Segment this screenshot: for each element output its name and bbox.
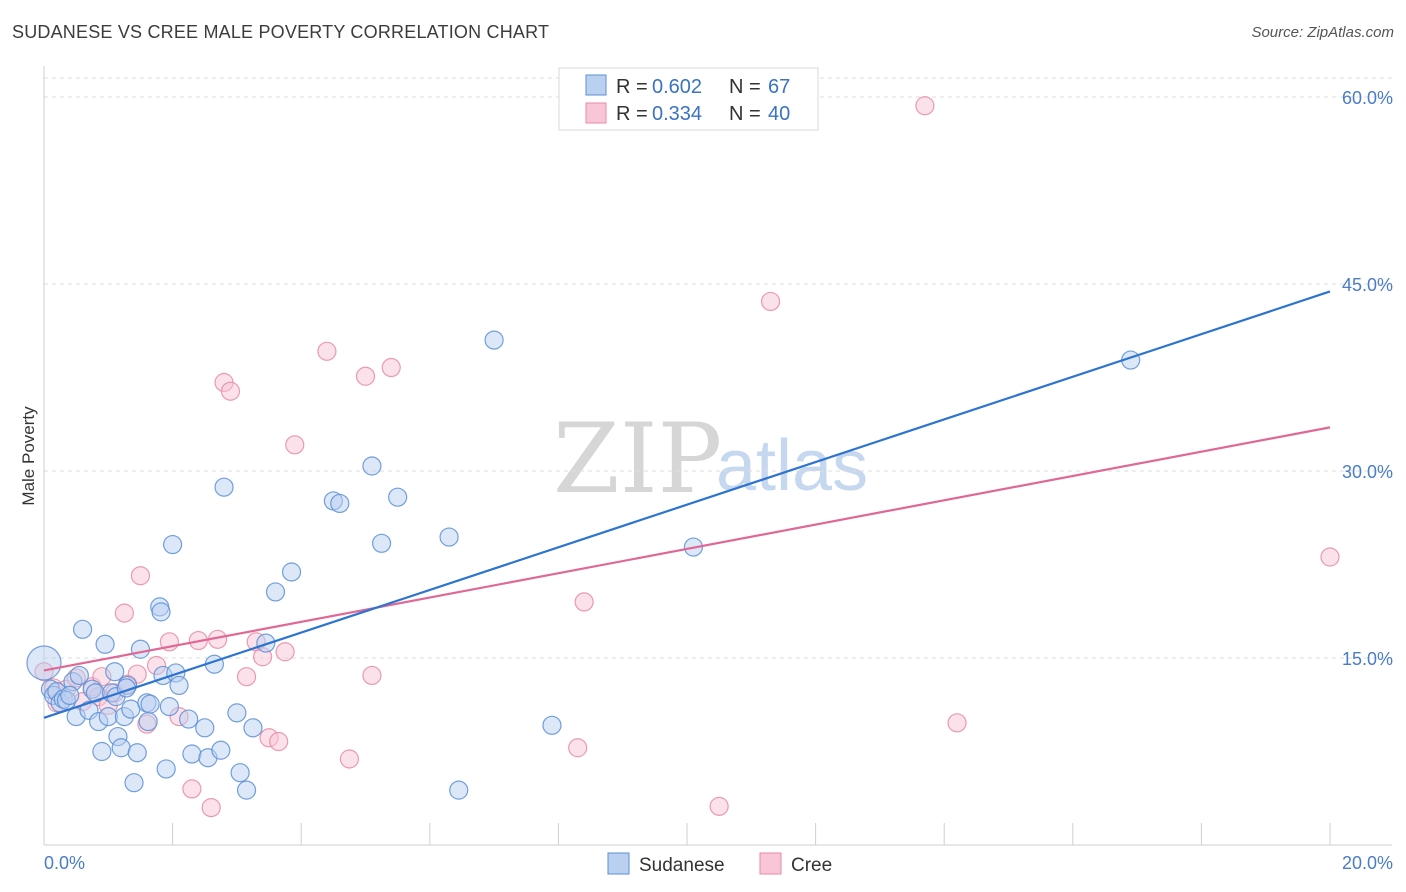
sudanese-point <box>156 759 176 779</box>
cree-point <box>130 566 151 586</box>
sudanese-points <box>26 330 1141 800</box>
sudanese-point <box>211 740 231 760</box>
sudanese-point <box>124 773 144 793</box>
series-legend: Sudanese Cree <box>607 852 832 876</box>
cree-point <box>114 603 134 623</box>
legend-r-label-sudanese: R = <box>616 76 648 98</box>
sudanese-point <box>195 718 215 738</box>
legend-n-value-sudanese: 67 <box>768 76 790 98</box>
sudanese-point <box>388 487 408 507</box>
sudanese-point <box>230 763 250 783</box>
cree-point <box>381 357 401 378</box>
y-tick-label: 15.0% <box>1342 649 1393 669</box>
sudanese-point <box>236 780 257 800</box>
sudanese-point <box>265 582 286 602</box>
y-tick-label: 45.0% <box>1342 275 1393 295</box>
cree-trend-line <box>43 426 1331 672</box>
x-tick-labels: 0.0% 20.0% <box>44 853 1393 873</box>
series-legend-label-cree: Cree <box>791 855 832 876</box>
cree-point <box>339 749 360 769</box>
legend-swatch-cree <box>585 102 607 124</box>
y-tick-label: 30.0% <box>1342 462 1393 482</box>
sudanese-trend-line <box>43 290 1331 719</box>
cree-point <box>947 713 967 733</box>
cree-point <box>275 642 295 662</box>
sudanese-point <box>169 675 189 696</box>
legend-n-value-cree: 40 <box>768 103 790 125</box>
legend-r-label-cree: R = <box>616 103 648 125</box>
sudanese-point <box>95 634 115 654</box>
series-legend-label-sudanese: Sudanese <box>639 855 725 876</box>
sudanese-point <box>98 706 118 727</box>
sudanese-point <box>214 477 234 497</box>
x-tick-label: 0.0% <box>44 853 85 873</box>
sudanese-point <box>182 744 202 764</box>
cree-point <box>574 592 594 612</box>
sudanese-point <box>26 645 62 681</box>
cree-point <box>760 291 781 312</box>
sudanese-point <box>130 639 151 659</box>
cree-point <box>915 96 935 116</box>
trend-lines <box>43 290 1331 719</box>
sudanese-point <box>151 602 171 622</box>
sudanese-point <box>127 743 147 763</box>
cree-point <box>182 779 202 799</box>
cree-point <box>285 435 305 455</box>
cree-point <box>568 738 588 758</box>
cree-point <box>220 381 241 401</box>
legend-r-value-sudanese: 0.602 <box>652 76 702 98</box>
y-axis-label: Male Poverty <box>19 406 38 506</box>
sudanese-point <box>163 534 183 555</box>
legend-n-label-cree: N = <box>729 103 761 125</box>
axes <box>43 66 1392 846</box>
source-credit: Source: ZipAtlas.com <box>1251 24 1394 41</box>
cree-point <box>1320 547 1340 567</box>
series-legend-swatch-cree <box>759 852 782 875</box>
sudanese-point <box>256 633 276 653</box>
chart-title: SUDANESE VS CREE MALE POVERTY CORRELATIO… <box>12 22 550 42</box>
legend-swatch-sudanese <box>585 74 607 96</box>
series-legend-swatch-sudanese <box>607 852 630 875</box>
sudanese-point <box>179 709 199 729</box>
sudanese-point <box>542 715 562 735</box>
sudanese-point <box>330 493 350 514</box>
sudanese-point <box>439 527 459 547</box>
cree-point <box>362 665 382 686</box>
cree-point <box>317 341 337 361</box>
watermark-atlas: atlas <box>716 426 868 506</box>
cree-point <box>355 366 376 386</box>
watermark: ZIP atlas <box>553 403 868 515</box>
y-tick-labels: 15.0% 30.0% 45.0% 60.0% <box>1342 88 1393 669</box>
sudanese-point <box>69 665 89 686</box>
sudanese-point <box>159 697 179 717</box>
sudanese-point <box>105 662 125 682</box>
sudanese-point <box>227 703 247 723</box>
sudanese-point <box>449 780 469 800</box>
sudanese-point <box>484 330 504 350</box>
sudanese-point <box>121 699 141 719</box>
legend-n-label-sudanese: N = <box>729 76 761 98</box>
sudanese-point <box>371 533 392 553</box>
cree-point <box>709 796 729 816</box>
cree-point <box>269 731 289 752</box>
legend-r-value-cree: 0.334 <box>652 103 702 125</box>
sudanese-point <box>140 694 160 714</box>
y-tick-label: 60.0% <box>1342 88 1393 108</box>
stats-legend: R = 0.602 N = 67 R = 0.334 N = 40 <box>558 67 819 131</box>
sudanese-point <box>72 619 93 639</box>
sudanese-point <box>60 685 80 706</box>
sudanese-point <box>243 718 263 738</box>
sudanese-point <box>92 741 112 762</box>
x-tick-label: 20.0% <box>1342 853 1393 873</box>
sudanese-point <box>362 456 382 476</box>
sudanese-point <box>281 562 302 582</box>
sudanese-point <box>111 738 131 758</box>
cree-point <box>236 667 257 687</box>
watermark-zip: ZIP <box>553 403 722 515</box>
sudanese-point <box>138 711 158 732</box>
cree-point <box>201 797 221 818</box>
grid-lines <box>44 77 1392 659</box>
